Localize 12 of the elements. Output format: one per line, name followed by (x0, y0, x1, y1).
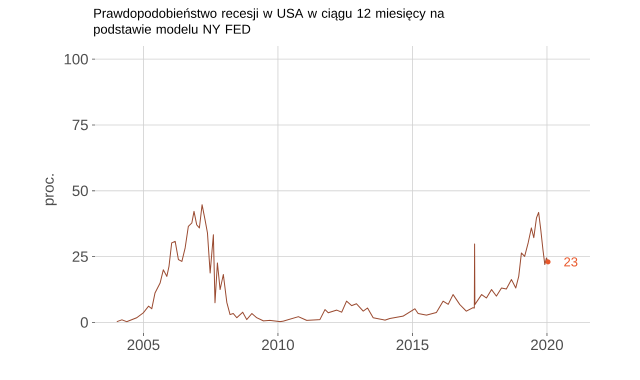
y-tick-label: 100 (64, 54, 88, 64)
y-tick-label: 25 (72, 251, 88, 262)
chart-title: Prawdopodobieństwo recesji w USA w ciągu 12 miesięcy na podstawie modelu NY FED (94, 8, 444, 36)
y-tick-label: 50 (72, 186, 88, 196)
y-tick-label: 75 (72, 120, 88, 130)
x-tick-label: 2015 (396, 340, 428, 350)
y-axis-title: proc. (46, 174, 57, 206)
annotation: 23 (564, 257, 578, 266)
y-tick-label: 0 (80, 317, 88, 328)
x-tick-label: 2010 (262, 340, 294, 350)
x-tick-label: 2020 (531, 340, 563, 350)
x-tick-label: 2005 (128, 340, 160, 350)
